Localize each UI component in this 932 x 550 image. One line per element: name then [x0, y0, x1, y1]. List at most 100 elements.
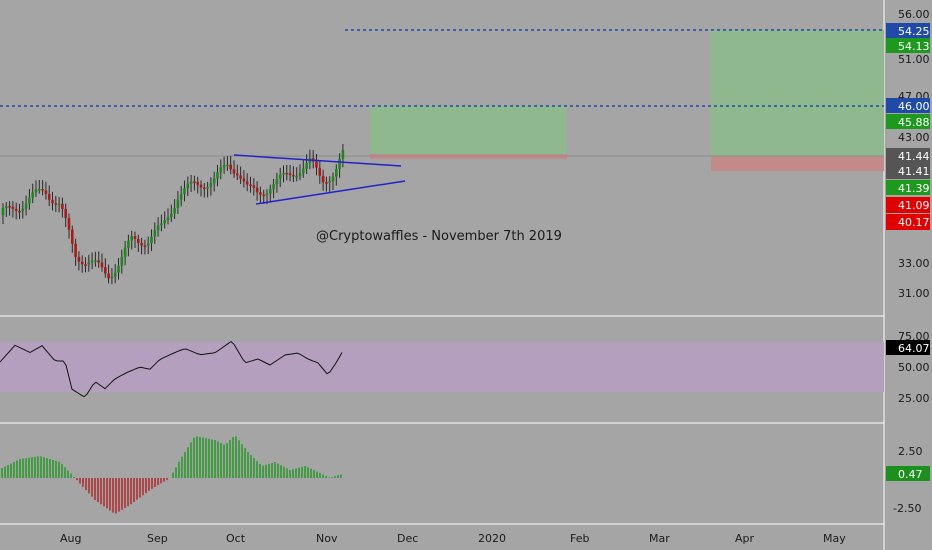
- candle-body-77: [255, 187, 259, 193]
- candle-body-17: [57, 203, 61, 206]
- badge-54-13-label: 54.13: [898, 40, 930, 53]
- badge-46-00: [886, 98, 930, 113]
- candle-body-76: [252, 185, 256, 188]
- candle-body-41: [137, 239, 140, 243]
- x-tick-apr: Apr: [735, 532, 755, 545]
- candle-body-47: [156, 225, 160, 231]
- badge-54-25-label: 54.25: [898, 25, 930, 38]
- candle-body-13: [44, 190, 48, 194]
- candle-body-40: [133, 236, 137, 240]
- badge-41-39-label: 41.39: [898, 182, 930, 195]
- candle-body-26: [87, 262, 91, 265]
- candle-body-72: [239, 175, 242, 179]
- candle-body-51: [170, 213, 173, 218]
- y-tick-33: 33.00: [898, 257, 930, 270]
- candle-body-59: [196, 181, 199, 185]
- candle-body-33: [110, 276, 114, 279]
- candle-body-61: [203, 187, 206, 190]
- rsi-tick-50: 50.00: [898, 361, 930, 374]
- badge-41-44: [886, 148, 930, 163]
- x-tick-oct: Oct: [226, 532, 246, 545]
- macd-value-label: 0.47: [898, 468, 923, 481]
- badge-41-09-label: 41.09: [898, 199, 930, 212]
- candle-body-63: [209, 183, 213, 188]
- target-zone-2: [711, 30, 884, 156]
- candle-body-82: [272, 184, 275, 190]
- candle-body-28: [94, 260, 97, 262]
- price-badges: 54.25 54.13 46.00 45.88 41.44 41.41 41.3…: [886, 23, 930, 230]
- candle-body-97: [321, 175, 325, 183]
- badge-40-17: [886, 214, 930, 230]
- candle-body-30: [100, 262, 104, 268]
- candle-body-80: [265, 193, 269, 196]
- candle-body-34: [113, 272, 117, 277]
- candle-body-79: [262, 194, 265, 197]
- macd-axis: 2.50 -2.50 0.47: [886, 445, 930, 515]
- candle-body-32: [107, 273, 110, 279]
- candle-body-14: [47, 193, 51, 200]
- macd-tick-neg-2-5: -2.50: [893, 502, 921, 515]
- candle-body-58: [193, 181, 196, 184]
- rsi-tick-75: 75.00: [898, 330, 930, 343]
- candle-body-84: [278, 174, 282, 179]
- candle-body-96: [318, 167, 322, 176]
- candlestick-series: [1, 144, 345, 285]
- candle-body-95: [315, 161, 318, 168]
- target-zone-1: [370, 106, 567, 157]
- candle-body-22: [74, 243, 77, 257]
- candle-body-56: [186, 183, 190, 189]
- candle-body-43: [143, 245, 147, 248]
- badge-41-44-label: 41.44: [898, 150, 930, 163]
- candle-body-73: [242, 178, 246, 182]
- candle-body-6: [21, 208, 25, 212]
- rsi-axis: 75.00 50.00 25.00 64.07: [886, 330, 930, 405]
- candle-body-75: [249, 184, 252, 186]
- candle-body-53: [176, 199, 180, 209]
- candle-body-24: [80, 261, 84, 265]
- candle-body-89: [295, 176, 298, 178]
- candle-body-20: [67, 218, 71, 230]
- candle-body-85: [282, 172, 285, 175]
- x-tick-nov: Nov: [316, 532, 338, 545]
- price-axis: 56.00 51.00 47.00 43.00 33.00 31.00: [898, 8, 930, 300]
- candle-body-64: [212, 178, 216, 184]
- rsi-line: [0, 340, 343, 398]
- y-tick-51: 51.00: [898, 53, 930, 66]
- candle-body-66: [219, 167, 223, 173]
- candle-body-23: [77, 256, 81, 262]
- badge-54-13: [886, 38, 930, 53]
- candle-body-44: [146, 243, 150, 246]
- triangle-lower-trendline: [255, 180, 406, 205]
- candle-body-3: [11, 206, 15, 209]
- candle-body-67: [222, 165, 226, 168]
- x-tick-2020: 2020: [478, 532, 506, 545]
- x-tick-aug: Aug: [60, 532, 81, 545]
- badge-41-41-label: 41.41: [898, 165, 930, 178]
- candle-body-65: [216, 172, 219, 179]
- candle-body-7: [24, 203, 28, 209]
- badge-41-09: [886, 197, 930, 213]
- candle-body-99: [328, 181, 331, 183]
- candle-body-50: [166, 217, 170, 221]
- candle-body-98: [325, 182, 328, 184]
- rsi-tick-25: 25.00: [898, 392, 930, 405]
- candle-body-62: [206, 187, 209, 189]
- candle-body-88: [292, 174, 295, 177]
- badge-41-41: [886, 163, 930, 179]
- macd-tick-2-5: 2.50: [898, 445, 923, 458]
- x-tick-mar: Mar: [649, 532, 670, 545]
- candle-body-5: [18, 210, 21, 213]
- candle-body-2: [8, 206, 11, 208]
- candle-body-42: [140, 242, 143, 246]
- candle-body-74: [245, 181, 249, 185]
- badge-41-39: [886, 180, 930, 195]
- candle-body-49: [163, 220, 166, 224]
- badge-40-17-label: 40.17: [898, 216, 930, 229]
- badge-46-00-label: 46.00: [898, 100, 930, 113]
- candle-body-48: [160, 223, 163, 226]
- triangle-upper-trendline: [233, 154, 402, 167]
- candle-body-52: [173, 208, 176, 214]
- stop-zone-2: [711, 156, 884, 171]
- candle-body-9: [31, 192, 34, 198]
- candle-body-103: [341, 150, 345, 159]
